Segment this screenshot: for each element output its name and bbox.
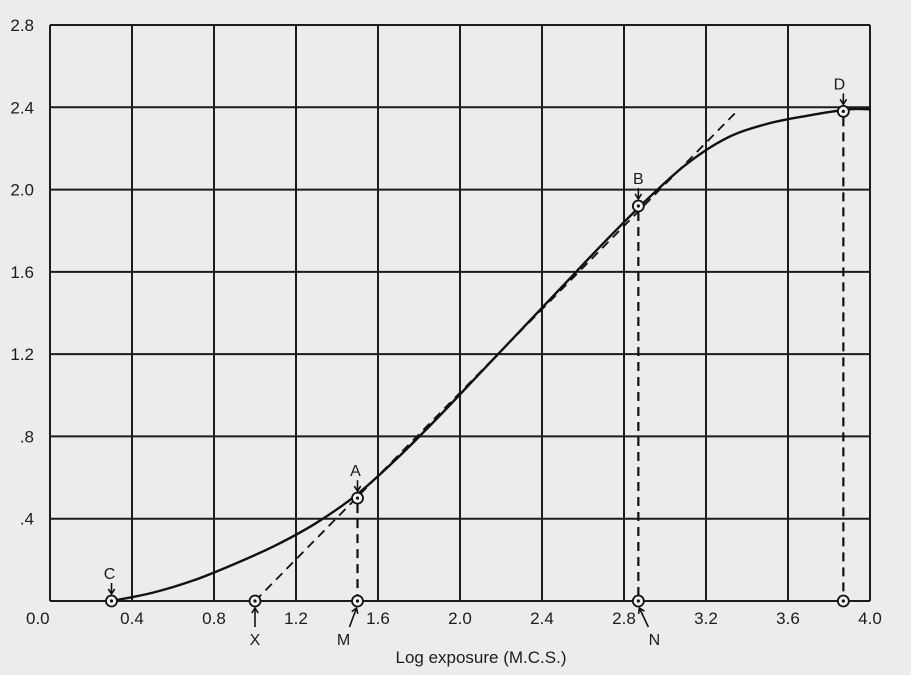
grid	[49, 24, 871, 602]
x-tick-label: 4.0	[858, 609, 882, 628]
axis-point-label-n: N	[649, 632, 661, 649]
y-tick-label: 1.6	[10, 263, 34, 282]
axis-marker-x-dot	[253, 599, 257, 603]
point-marker-a	[351, 491, 364, 505]
point-marker-c-dot	[109, 599, 114, 603]
x-tick-label: 1.6	[366, 609, 390, 628]
x-tick-labels: 0.0 0.4 0.8 1.2 1.6 2.0 2.4 2.8 3.2 3.6 4.0	[26, 609, 882, 628]
point-arrow-d-head	[839, 98, 848, 106]
x-tick-label: 0.0	[26, 609, 50, 628]
x-tick-label: 2.0	[448, 609, 472, 628]
x-tick-label: 2.8	[612, 609, 636, 628]
axis-arrow-n	[637, 606, 650, 628]
x-tick-label: 3.2	[694, 609, 718, 628]
axis-marker-n-dot	[636, 599, 640, 603]
axis-arrow-n-head	[637, 606, 645, 615]
axis-arrow-x-head	[251, 606, 259, 614]
x-axis-title: Log exposure (M.C.S.)	[395, 648, 566, 667]
point-arrow-b	[634, 188, 643, 201]
axis-marker-m-dot	[355, 599, 360, 603]
point-arrow-c-head	[107, 588, 116, 596]
point-marker-a-dot	[355, 496, 360, 500]
point-marker-b-dot	[636, 204, 640, 208]
axis-arrow-n-shaft	[638, 607, 650, 628]
x-tick-label: 3.6	[776, 609, 800, 628]
axis-arrow-m	[348, 606, 359, 628]
point-arrow-a	[353, 480, 362, 493]
point-label-d: D	[834, 76, 846, 93]
tangent-line-layer	[254, 110, 738, 602]
drop-lines	[356, 117, 845, 595]
y-tick-label: 2.0	[10, 181, 34, 200]
y-tick-label: 2.8	[10, 16, 34, 35]
axis-point-label-m: M	[337, 632, 350, 649]
axis-arrow-x	[251, 606, 259, 627]
axis-arrow-m-shaft	[348, 607, 358, 628]
y-tick-label: 2.4	[10, 98, 34, 117]
point-label-a: A	[350, 463, 361, 480]
curve-layer	[111, 107, 871, 603]
x-tick-label: 0.8	[202, 609, 226, 628]
point-label-b: B	[633, 171, 644, 188]
y-tick-labels: .4 .8 1.2 1.6 2.0 2.4 2.8	[10, 16, 34, 529]
axis-point-label-x: X	[250, 632, 261, 649]
axis-marker-d	[836, 594, 850, 608]
axis-marker-m	[351, 594, 364, 608]
point-label-c: C	[104, 566, 116, 583]
y-tick-label: 1.2	[10, 345, 34, 364]
point-arrow-b-head	[634, 193, 643, 201]
point-markers	[105, 105, 850, 608]
point-marker-d-dot	[841, 109, 845, 113]
point-marker-c	[105, 594, 118, 608]
point-marker-d	[836, 105, 850, 118]
tangent-line	[254, 110, 738, 602]
x-tick-label: 1.2	[284, 609, 308, 628]
axis-marker-n	[631, 594, 645, 608]
point-arrow-c	[107, 583, 116, 596]
axis-marker-d-dot	[841, 599, 845, 603]
y-tick-label: .4	[20, 510, 34, 529]
x-tick-label: 0.4	[120, 609, 144, 628]
characteristic-curve	[111, 107, 871, 603]
point-marker-b	[631, 199, 645, 213]
axis-marker-x	[248, 594, 262, 608]
point-arrow-a-head	[353, 485, 362, 493]
y-tick-label: .8	[20, 427, 34, 446]
point-arrow-d	[839, 93, 848, 106]
x-tick-label: 2.4	[530, 609, 554, 628]
point-labels: C A B D X M N	[104, 76, 848, 649]
axis-arrow-m-head	[351, 606, 359, 615]
